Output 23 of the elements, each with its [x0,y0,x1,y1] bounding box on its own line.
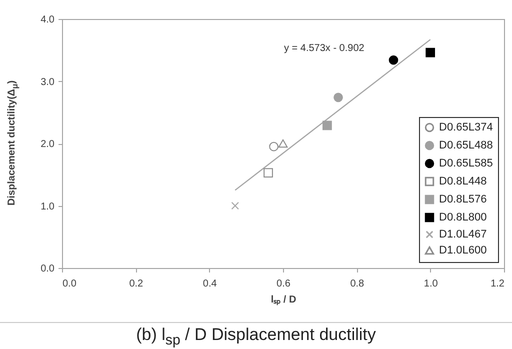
legend-label: D0.8L800 [439,212,487,224]
x-tick-label: 0.2 [129,278,144,290]
x-tick-label: 1.2 [490,278,505,290]
x-tick-label: 1.0 [424,278,438,290]
y-tick-label: 3.0 [40,76,55,88]
legend-label: D0.8L576 [439,194,487,206]
legend-label: D0.8L448 [439,176,487,188]
x-tick-label: 0.0 [62,278,77,290]
x-axis-title: lₛₚ / D [270,294,296,306]
legend-label: D0.65L374 [439,122,493,134]
x-tick-label: 0.4 [202,278,218,290]
legend-label: D0.65L585 [439,158,493,170]
legend-label: D1.0L600 [439,244,487,256]
text: (b) l$_{sp}$ / D Displacement ductility [0,322,512,348]
y-tick-label: 4.0 [40,14,55,26]
y-tick-label: 0.0 [40,264,55,274]
legend-label: D0.65L488 [439,140,493,152]
y-tick-label: 2.0 [40,139,55,150]
y-tick-label: 1.0 [40,201,55,212]
annotation: y = 4.573x - 0.902 [284,43,364,54]
legend-label: D1.0L467 [439,228,487,240]
x-tick-label: 0.8 [350,278,365,290]
x-tick-label: 0.6 [276,278,291,290]
